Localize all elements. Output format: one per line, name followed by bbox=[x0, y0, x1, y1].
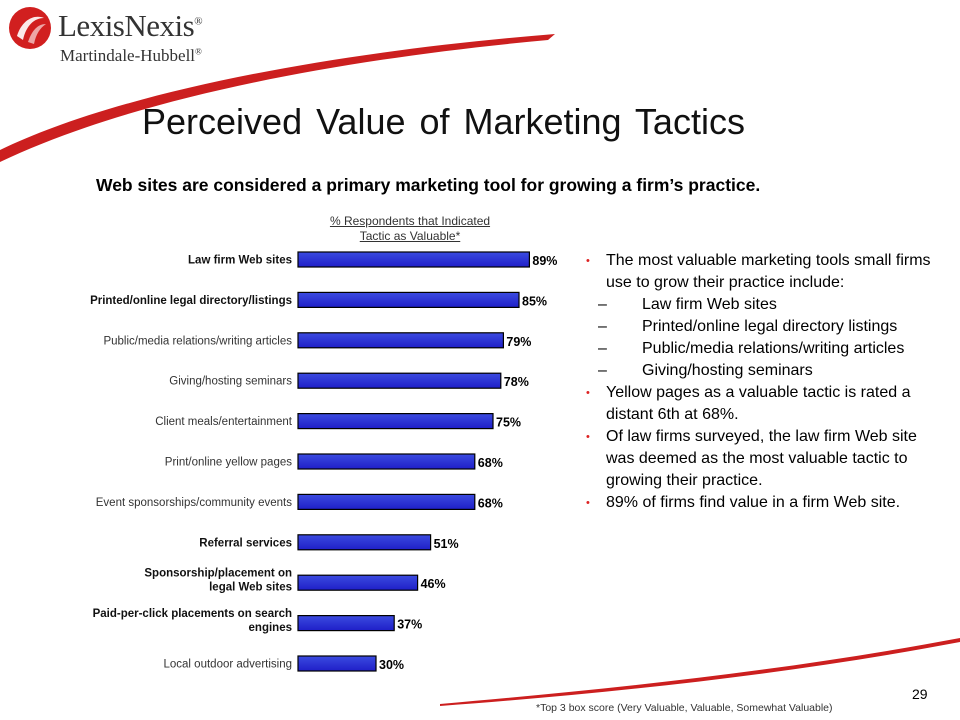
bullet-dot: • bbox=[586, 255, 590, 267]
bar bbox=[297, 655, 377, 672]
category-label: legal Web sites bbox=[209, 582, 292, 594]
page-subtitle: Web sites are considered a primary marke… bbox=[96, 175, 761, 195]
bar bbox=[297, 534, 432, 551]
category-label: Referral services bbox=[199, 537, 292, 549]
chart-title-line-1: % Respondents that Indicated bbox=[329, 214, 491, 228]
footnote: *Top 3 box score (Very Valuable, Valuabl… bbox=[536, 702, 833, 714]
bar-value-label: 46% bbox=[421, 577, 446, 591]
sub-bullet-text: Public/media relations/writing articles bbox=[642, 340, 905, 357]
category-label: Local outdoor advertising bbox=[164, 659, 293, 671]
category-label: Paid-per-click placements on search bbox=[93, 608, 292, 620]
sub-bullet-item: – Giving/hosting seminars bbox=[586, 360, 946, 382]
category-label: Sponsorship/placement on bbox=[144, 568, 292, 580]
sub-bullet-item: – Law firm Web sites bbox=[586, 294, 946, 316]
bar bbox=[297, 291, 520, 308]
sub-bullet-text: Law firm Web sites bbox=[642, 296, 777, 313]
lexisnexis-logo[interactable]: LexisNexis® Martindale-Hubbell® bbox=[8, 6, 268, 68]
bullet-item: • Yellow pages as a valuable tactic is r… bbox=[586, 382, 946, 426]
bullet-dot: • bbox=[586, 387, 590, 399]
bar bbox=[297, 574, 419, 591]
bullet-item: • 89% of firms find value in a firm Web … bbox=[586, 492, 946, 514]
bar bbox=[297, 332, 504, 349]
bar bbox=[297, 372, 502, 389]
category-label: Client meals/entertainment bbox=[155, 416, 293, 428]
sub-bullet-text: Printed/online legal directory listings bbox=[642, 318, 898, 335]
bar bbox=[297, 453, 476, 470]
bullet-text: 89% of firms find value in a firm Web si… bbox=[606, 494, 901, 511]
chart-title-line-2: Tactic as Valuable* bbox=[359, 229, 461, 243]
category-label: Giving/hosting seminars bbox=[169, 376, 292, 388]
bullet-list: • The most valuable marketing tools smal… bbox=[586, 250, 946, 514]
logo-subname: Martindale-Hubbell® bbox=[60, 46, 202, 65]
category-label: Public/media relations/writing articles bbox=[103, 335, 292, 347]
bullet-item: • Of law firms surveyed, the law firm We… bbox=[586, 426, 946, 492]
bar-value-label: 51% bbox=[434, 537, 459, 551]
bar-value-label: 68% bbox=[478, 496, 503, 510]
sub-bullet-dash: – bbox=[598, 318, 607, 335]
bar bbox=[297, 251, 530, 268]
category-label: Printed/online legal directory/listings bbox=[90, 295, 292, 307]
bar-value-label: 78% bbox=[504, 375, 529, 389]
bar bbox=[297, 493, 476, 510]
sub-bullet-dash: – bbox=[598, 340, 607, 357]
bullet-text: Yellow pages as a valuable tactic is rat… bbox=[606, 384, 911, 423]
sub-bullet-item: – Public/media relations/writing articles bbox=[586, 338, 946, 360]
category-label: Print/online yellow pages bbox=[165, 457, 292, 469]
chart-title: % Respondents that Indicated Tactic as V… bbox=[290, 214, 530, 244]
bullet-text: Of law firms surveyed, the law firm Web … bbox=[606, 428, 917, 489]
bar-value-label: 75% bbox=[496, 416, 521, 430]
bar-value-label: 30% bbox=[379, 658, 404, 672]
sub-bullet-item: – Printed/online legal directory listings bbox=[586, 316, 946, 338]
category-label: engines bbox=[249, 622, 292, 634]
bar-value-label: 79% bbox=[506, 335, 531, 349]
bullet-item: • The most valuable marketing tools smal… bbox=[586, 250, 946, 294]
page-number: 29 bbox=[912, 686, 928, 702]
sub-bullet-list: – Law firm Web sites – Printed/online lega… bbox=[586, 294, 946, 382]
sub-bullet-container: – Law firm Web sites – Printed/online lega… bbox=[586, 294, 946, 382]
bullet-text: The most valuable marketing tools small … bbox=[606, 252, 931, 291]
category-label: Event sponsorships/community events bbox=[96, 497, 292, 509]
sub-bullet-dash: – bbox=[598, 296, 607, 313]
bar-value-label: 68% bbox=[478, 456, 503, 470]
sub-bullet-dash: – bbox=[598, 362, 607, 379]
bullet-dot: • bbox=[586, 431, 590, 443]
bar bbox=[297, 614, 395, 632]
lexisnexis-logo-icon bbox=[9, 7, 51, 49]
page-title: Perceived Value of Marketing Tactics bbox=[142, 101, 745, 142]
category-label: Law firm Web sites bbox=[188, 255, 292, 267]
bar bbox=[297, 413, 494, 430]
bar-value-label: 37% bbox=[397, 618, 422, 632]
bar-value-label: 89% bbox=[532, 254, 557, 268]
bar-value-label: 85% bbox=[522, 294, 547, 308]
bullet-dot: • bbox=[586, 497, 590, 509]
sub-bullet-text: Giving/hosting seminars bbox=[642, 362, 813, 379]
logo-name: LexisNexis® bbox=[58, 8, 203, 43]
